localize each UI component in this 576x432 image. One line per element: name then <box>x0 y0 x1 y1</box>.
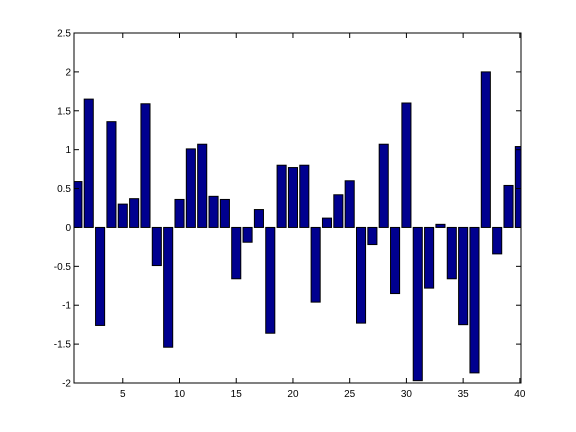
bar <box>492 226 503 255</box>
bar <box>174 198 185 228</box>
bar <box>390 226 401 295</box>
bar <box>219 198 230 228</box>
bar <box>321 217 333 228</box>
bar <box>424 226 435 289</box>
x-tick-label: 5 <box>120 389 126 400</box>
x-tick-label: 40 <box>514 389 526 400</box>
bar <box>83 98 94 228</box>
bar <box>242 226 253 243</box>
x-tick-label: 25 <box>344 389 356 400</box>
bar <box>401 102 412 228</box>
bar <box>129 198 140 228</box>
bar <box>299 164 310 228</box>
y-tick-label: 0.5 <box>57 184 71 195</box>
bar <box>287 167 299 228</box>
bar <box>163 226 174 348</box>
bar <box>276 164 287 228</box>
x-tick-label: 30 <box>401 389 413 400</box>
x-tick-label: 10 <box>174 389 186 400</box>
y-tick-label: -0.5 <box>54 262 72 273</box>
bar <box>106 121 117 228</box>
bar <box>231 226 242 280</box>
bar <box>95 226 106 326</box>
bar <box>208 195 219 228</box>
y-tick-label: 2.5 <box>57 29 71 40</box>
bar <box>333 194 344 228</box>
bar <box>265 226 276 334</box>
plot-area <box>74 71 521 382</box>
y-tick-label: -2 <box>62 379 71 390</box>
axes-box <box>73 32 522 384</box>
x-tick-label: 35 <box>458 389 470 400</box>
y-tick-label: 0 <box>65 223 71 234</box>
bar <box>503 184 514 228</box>
y-tick-label: -1.5 <box>54 340 72 351</box>
y-tick-label: -1 <box>62 301 71 312</box>
bar <box>253 209 264 228</box>
bar <box>367 226 378 246</box>
x-tick-label: 20 <box>287 389 299 400</box>
bar <box>458 226 469 326</box>
bar <box>355 226 367 324</box>
y-tick-label: 1 <box>65 145 71 156</box>
bar <box>151 226 162 267</box>
bar <box>185 148 196 228</box>
y-tick-label: 1.5 <box>57 106 71 117</box>
bar <box>117 203 128 228</box>
x-tick-label: 15 <box>231 389 243 400</box>
bar <box>310 226 321 303</box>
bar <box>469 226 480 374</box>
bar <box>344 180 355 228</box>
bar <box>378 143 389 228</box>
bar <box>435 223 446 228</box>
bar <box>197 143 208 228</box>
bar <box>480 71 491 228</box>
y-tick-label: 2 <box>65 67 71 78</box>
bar <box>412 226 423 382</box>
bar <box>446 226 457 280</box>
bar <box>140 103 151 228</box>
